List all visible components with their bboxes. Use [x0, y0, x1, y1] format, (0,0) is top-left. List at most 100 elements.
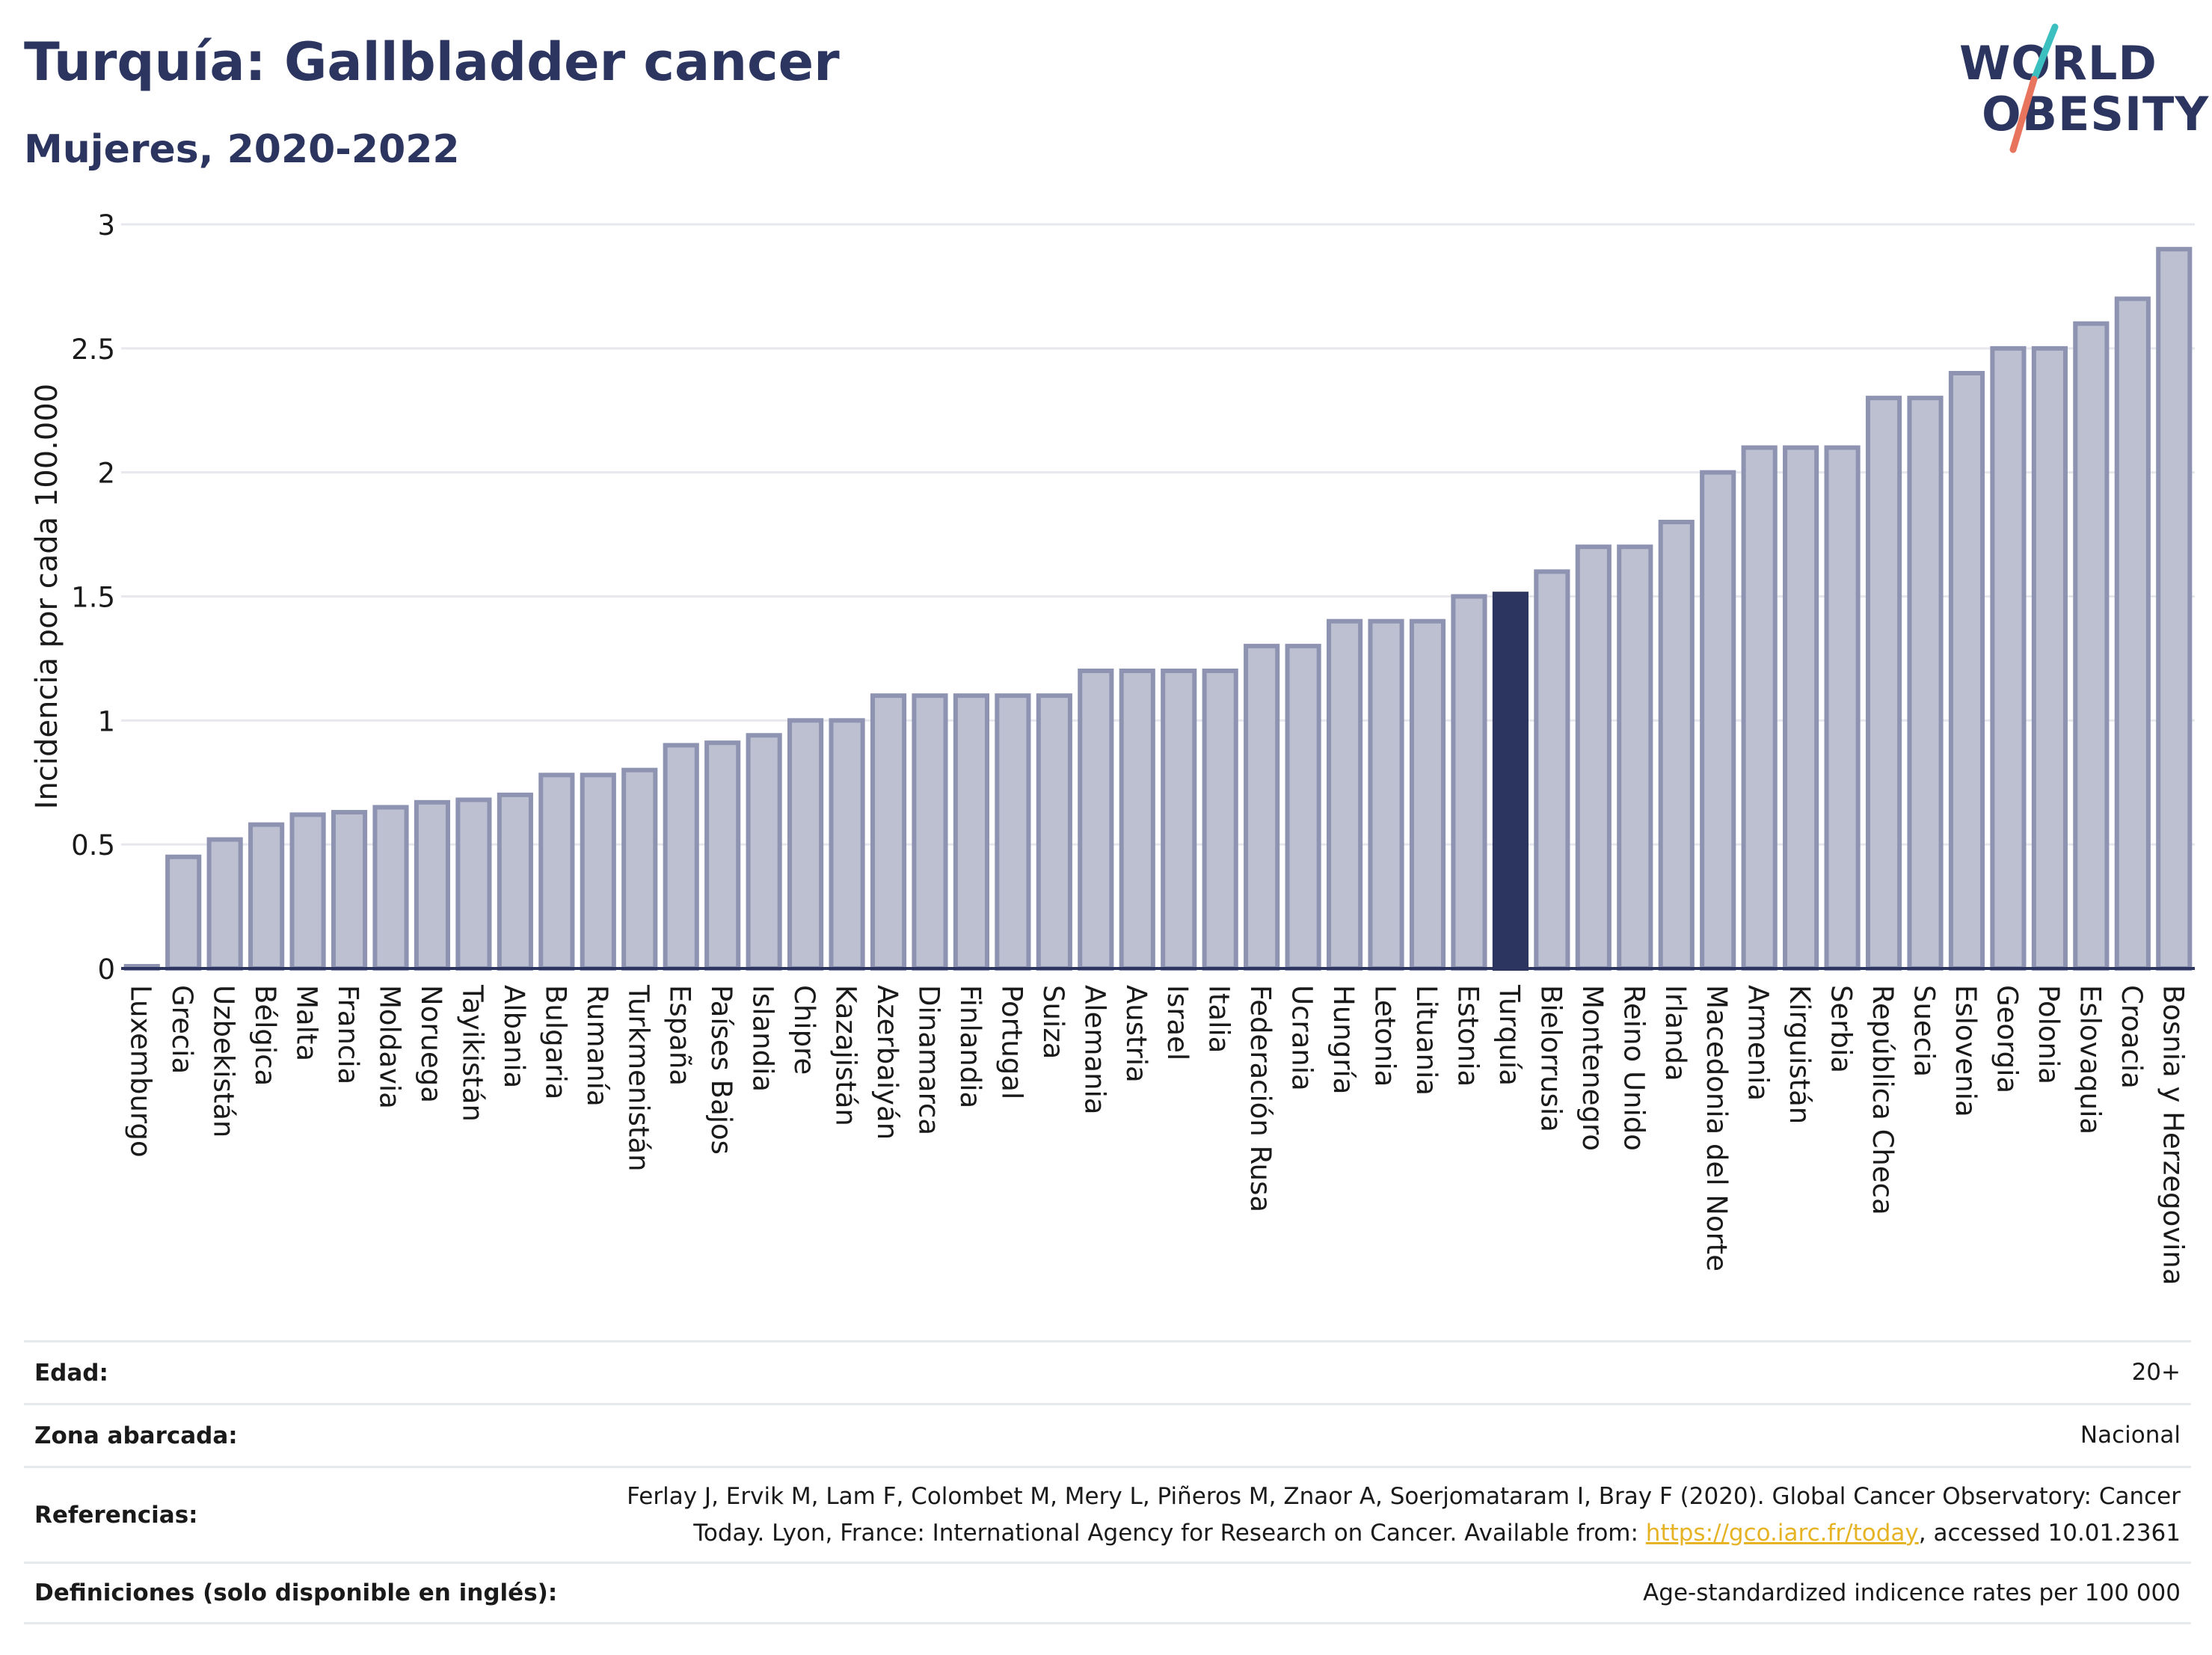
- x-tick-label: Suiza: [1037, 985, 1069, 1059]
- x-tick-label: Estonia: [1451, 985, 1484, 1087]
- meta-value: 20+: [2131, 1359, 2181, 1387]
- x-tick-label: Alemania: [1078, 985, 1110, 1114]
- y-tick-label: 2: [97, 458, 115, 490]
- y-tick-label: 0.5: [71, 829, 115, 862]
- x-tick-label: Croacia: [2116, 985, 2148, 1089]
- x-tick-label: Serbia: [1825, 985, 1858, 1073]
- bar: [1741, 445, 1778, 971]
- y-tick-label: 3: [97, 209, 115, 242]
- x-tick-label: Italia: [1203, 985, 1235, 1053]
- bar: [289, 812, 326, 971]
- reference-link[interactable]: https://gco.iarc.fr/today: [1645, 1519, 1919, 1547]
- x-tick-label: Eslovenia: [1950, 985, 1982, 1117]
- bar: [1575, 544, 1612, 971]
- x-tick-label: Montenegro: [1576, 985, 1609, 1151]
- x-tick-label: Armenia: [1742, 985, 1775, 1101]
- bar: [1409, 618, 1446, 971]
- x-tick-label: Hungría: [1327, 985, 1360, 1094]
- bar: [1783, 445, 1819, 971]
- x-tick-label: Francia: [332, 985, 364, 1084]
- bar: [2156, 247, 2193, 971]
- bar: [1492, 592, 1529, 971]
- x-tick-label: Noruega: [415, 985, 447, 1103]
- bar: [1368, 618, 1404, 971]
- logo-slash-icon: [2009, 23, 2059, 153]
- meta-key: Definiciones (solo disponible en inglés)…: [34, 1579, 558, 1606]
- bar: [331, 810, 368, 971]
- logo-line-1: WORLD: [1959, 36, 2157, 90]
- x-tick-label: Ucrania: [1286, 985, 1318, 1091]
- bar: [870, 693, 907, 971]
- meta-key: Zona abarcada:: [34, 1422, 238, 1449]
- bar: [206, 837, 243, 971]
- bar: [704, 740, 741, 971]
- bar: [995, 693, 1031, 971]
- meta-value: Age-standardized indicence rates per 100…: [1643, 1579, 2181, 1606]
- x-tick-label: Islandia: [747, 985, 779, 1092]
- bar: [2114, 296, 2151, 971]
- bar: [787, 718, 824, 971]
- bars: [123, 247, 2193, 971]
- chart-subtitle: Mujeres, 2020-2022: [24, 127, 460, 172]
- x-tick-label: Irlanda: [1659, 985, 1692, 1081]
- meta-row-area: Zona abarcada: Nacional: [24, 1403, 2191, 1466]
- bar-chart: 0 0.5 1 1.5 2 2.5 3 Luxemburgo Grecia Uzbekistán…: [30, 209, 2195, 1286]
- bar: [2073, 321, 2110, 971]
- y-axis-ticks: 0 0.5 1 1.5 2 2.5 3: [71, 209, 115, 986]
- bar: [1119, 669, 1155, 971]
- meta-key: Edad:: [34, 1359, 108, 1387]
- bar: [2031, 346, 2068, 971]
- bar: [1907, 396, 1944, 971]
- x-tick-label: España: [664, 985, 696, 1086]
- x-tick-label: Turquía: [1493, 984, 1526, 1086]
- x-tick-label: Azerbaiyán: [871, 985, 903, 1140]
- metadata-table: Edad: 20+ Zona abarcada: Nacional Refere…: [24, 1340, 2191, 1624]
- bar: [414, 799, 451, 971]
- reference-line-1: Ferlay J, Ervik M, Lam F, Colombet M, Me…: [627, 1483, 2181, 1511]
- bar: [663, 743, 699, 971]
- x-tick-label: Tayikistán: [456, 984, 488, 1122]
- meta-value: Nacional: [2080, 1422, 2181, 1449]
- y-tick-label: 2.5: [71, 334, 115, 366]
- world-obesity-logo: WORLD OBESITY: [1959, 21, 2208, 163]
- bar: [1948, 371, 1985, 971]
- x-tick-label: Lituania: [1410, 985, 1443, 1096]
- logo-slash-bottom: [2009, 76, 2038, 153]
- x-tick-label: Bosnia y Herzegovina: [2157, 985, 2189, 1286]
- bar: [1451, 594, 1487, 971]
- bar: [1534, 569, 1570, 971]
- bar: [912, 693, 948, 971]
- meta-value: Ferlay J, Ervik M, Lam F, Colombet M, Me…: [627, 1479, 2191, 1550]
- bar: [497, 792, 533, 971]
- bar: [1285, 643, 1321, 971]
- x-tick-label: Turkmenistán: [622, 984, 654, 1172]
- bar: [1617, 544, 1653, 971]
- x-tick-label: Malta: [291, 985, 323, 1061]
- bar: [1865, 396, 1902, 971]
- bar: [1036, 693, 1072, 971]
- bar: [621, 767, 658, 971]
- bar: [1658, 520, 1695, 971]
- x-tick-label: Chipre: [788, 985, 820, 1075]
- x-tick-label: Albania: [498, 985, 530, 1088]
- bar: [1078, 669, 1114, 971]
- x-tick-label: Rumanía: [581, 985, 613, 1107]
- y-tick-label: 0: [97, 954, 115, 986]
- bar: [248, 822, 285, 971]
- x-tick-label: Grecia: [166, 985, 198, 1074]
- x-tick-label: Suecia: [1908, 985, 1941, 1077]
- x-tick-label: Bélgica: [249, 985, 281, 1086]
- x-tick-label: Kazajistán: [830, 985, 862, 1126]
- bar: [372, 805, 409, 971]
- reference-accessed: , accessed 10.01.2361: [1918, 1519, 2181, 1547]
- x-tick-label: Eslovaquia: [2074, 985, 2106, 1134]
- bar: [538, 773, 575, 971]
- meta-key: Referencias:: [34, 1501, 198, 1529]
- y-tick-label: 1: [97, 705, 115, 737]
- bar: [580, 773, 616, 971]
- x-tick-label: Austria: [1120, 985, 1152, 1083]
- bar: [1824, 445, 1861, 971]
- bar: [1990, 346, 2027, 971]
- logo-slash-top: [2030, 23, 2059, 83]
- bar: [1326, 618, 1363, 971]
